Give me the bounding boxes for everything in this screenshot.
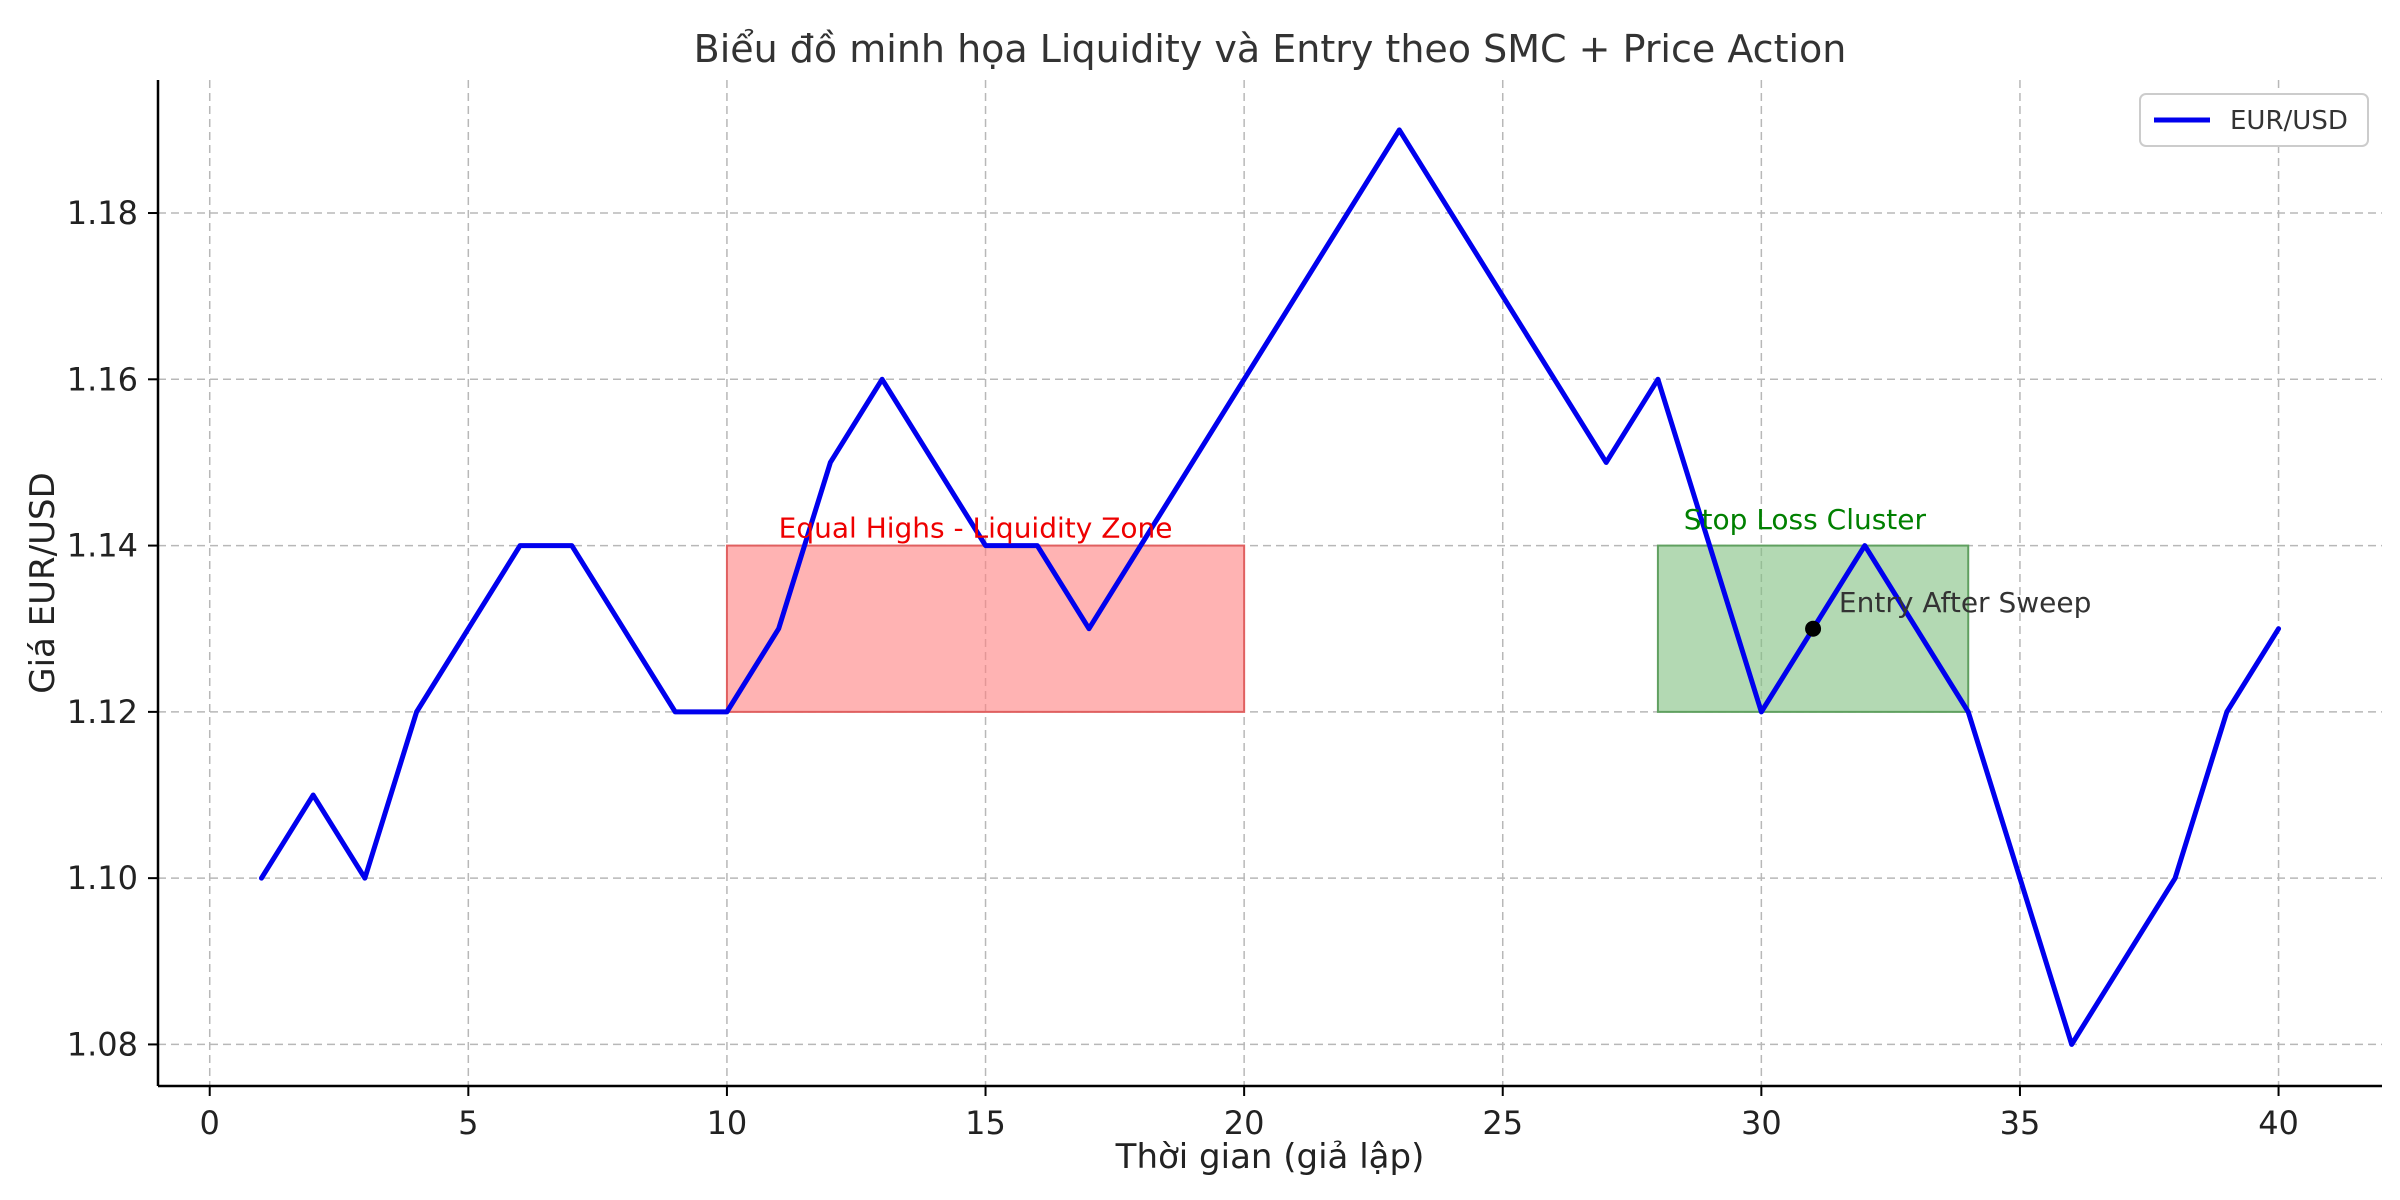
- x-tick-label: 0: [200, 1104, 220, 1142]
- y-tick: 1.16: [67, 360, 158, 398]
- y-axis-ticks: 1.08 1.10 1.12 1.14 1.16 1.18: [67, 194, 158, 1063]
- y-tick-label: 1.12: [67, 693, 138, 731]
- y-tick: 1.14: [67, 527, 158, 565]
- x-tick: 5: [458, 1086, 479, 1142]
- y-tick: 1.08: [67, 1025, 158, 1063]
- x-axis-label: Thời gian (giả lập): [1115, 1137, 1425, 1177]
- chart-title: Biểu đồ minh họa Liquidity và Entry theo…: [694, 27, 1847, 71]
- y-tick: 1.18: [67, 194, 158, 232]
- legend-label-eurusd: EUR/USD: [2230, 106, 2348, 136]
- y-tick-label: 1.14: [67, 527, 138, 565]
- x-tick-label: 40: [2258, 1104, 2299, 1142]
- x-tick: 25: [1482, 1086, 1523, 1142]
- eurusd-price-line: [258, 127, 2282, 1047]
- x-tick: 20: [1224, 1086, 1265, 1142]
- highlight-zones: [725, 544, 1970, 713]
- y-tick-label: 1.16: [67, 360, 138, 398]
- marked-points: Equal Highs - Liquidity Zone Stop Loss Cl…: [779, 503, 2091, 637]
- legend-box: [2139, 93, 2369, 147]
- x-tick-label: 35: [2000, 1104, 2041, 1142]
- x-tick: 15: [965, 1086, 1006, 1142]
- entry-point-label: Entry After Sweep: [1839, 586, 2091, 619]
- entry-point-marker: [1805, 620, 1822, 637]
- x-tick: 35: [2000, 1086, 2041, 1142]
- y-tick-label: 1.10: [67, 859, 138, 897]
- x-tick-label: 25: [1482, 1104, 1523, 1142]
- liquidity-zone-label: Equal Highs - Liquidity Zone: [779, 511, 1173, 544]
- x-tick: 10: [707, 1086, 748, 1142]
- x-axis-ticks: 0 5 10 15 20 25 30 35 40: [200, 1086, 2299, 1142]
- y-axis-label: Giá EUR/USD: [23, 472, 63, 694]
- x-tick-label: 20: [1224, 1104, 1265, 1142]
- x-tick-label: 10: [707, 1104, 748, 1142]
- y-tick-label: 1.18: [67, 194, 138, 232]
- liquidity-zone-rect: [725, 544, 1246, 713]
- x-tick: 40: [2258, 1086, 2299, 1142]
- x-tick-label: 15: [965, 1104, 1006, 1142]
- legend: EUR/USD: [2139, 93, 2369, 147]
- x-tick-label: 5: [458, 1104, 478, 1142]
- x-tick-label: 30: [1741, 1104, 1782, 1142]
- y-tick: 1.10: [67, 859, 158, 897]
- y-tick: 1.12: [67, 693, 158, 731]
- stop-loss-zone-label: Stop Loss Cluster: [1684, 503, 1927, 536]
- y-tick-label: 1.08: [67, 1025, 138, 1063]
- x-tick: 0: [200, 1086, 220, 1142]
- x-tick: 30: [1741, 1086, 1782, 1142]
- vertical-gridlines: [208, 80, 2280, 1086]
